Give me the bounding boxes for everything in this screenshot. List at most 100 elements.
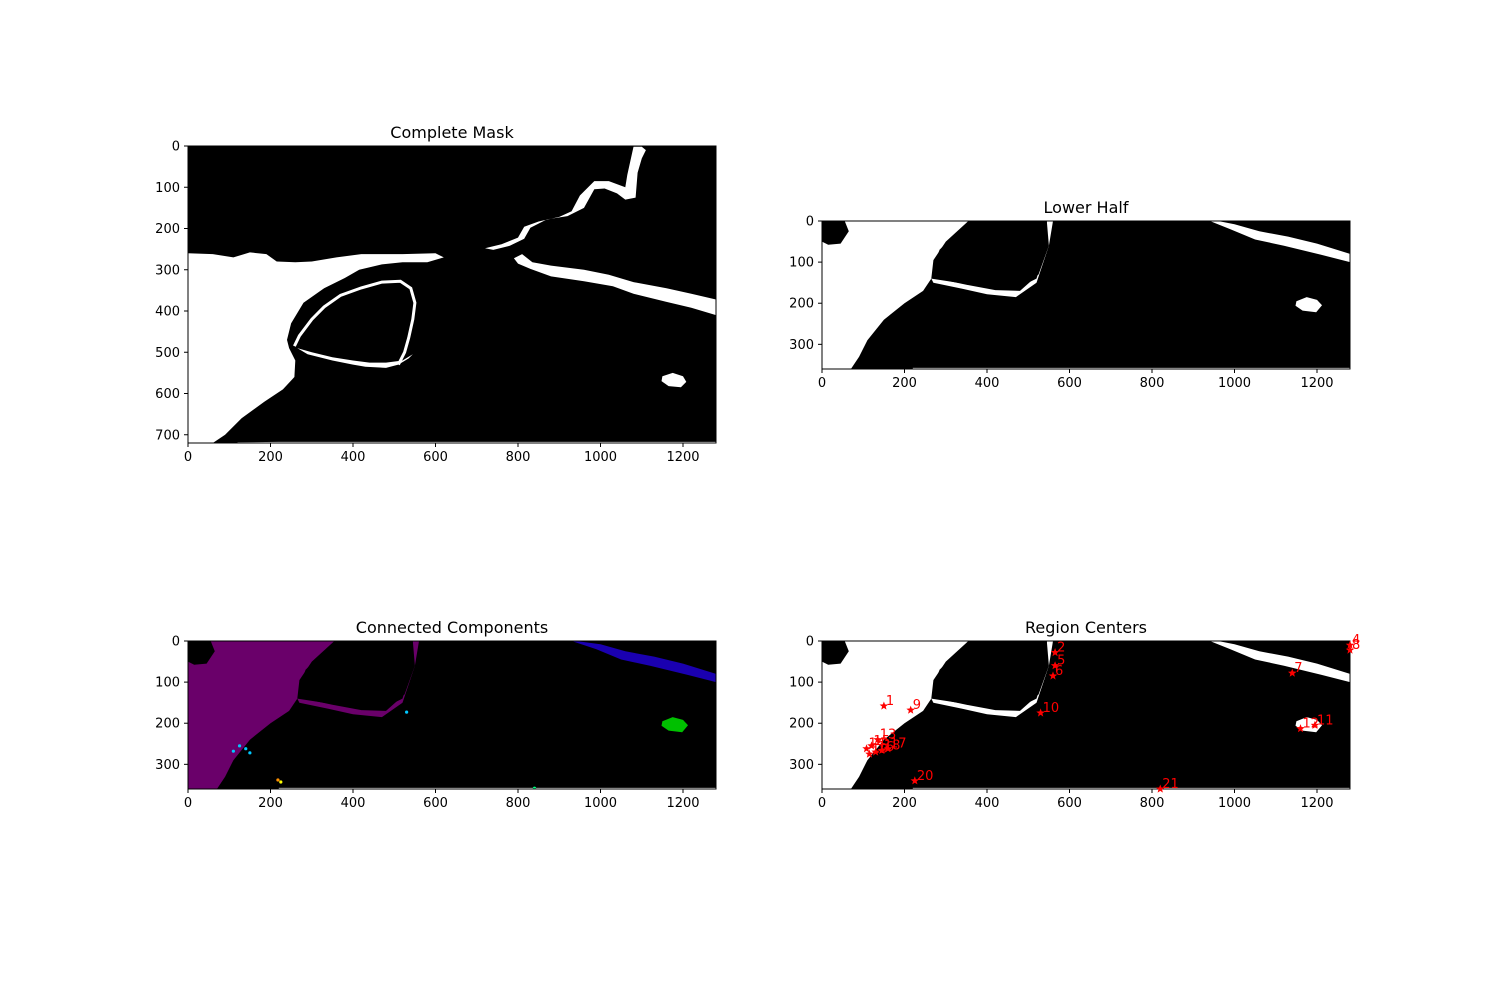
x-tick-label: 600 (1057, 796, 1082, 811)
y-tick-label: 500 (155, 346, 180, 361)
region-center-marker (862, 744, 871, 753)
region-center-label: 7 (1294, 661, 1302, 676)
component-speck (279, 780, 283, 784)
region-center-label: 1 (886, 694, 894, 709)
region-center-marker (1288, 668, 1297, 677)
region-center-marker (1345, 640, 1355, 649)
mask-region-lake-rim (297, 348, 413, 368)
panel-complete-mask: Complete Mask 0 200 400 600 800 1000 1200 0 100 20… (155, 123, 717, 465)
panel-title: Lower Half (1044, 198, 1129, 217)
y-tick-label: 100 (789, 256, 814, 271)
y-tick-label: 600 (155, 387, 180, 402)
y-tick-label: 100 (155, 181, 180, 196)
mask-region-left-water (822, 641, 969, 789)
x-tick-label: 800 (1140, 796, 1165, 811)
y-tick-label: 300 (789, 338, 814, 353)
region-center-marker (879, 701, 889, 710)
region-center-marker (871, 747, 880, 756)
x-tick-label: 400 (341, 450, 366, 465)
component-speck (244, 747, 248, 751)
component-speck (237, 744, 242, 748)
plot-area (822, 641, 1350, 789)
region-center-marker (906, 705, 915, 714)
background-region-inner-lake (933, 221, 1049, 291)
region-center-label: 15 (874, 734, 891, 749)
background-region-inner-lake (299, 641, 415, 711)
region-center-label: 10 (1043, 701, 1060, 716)
y-tick-label: 200 (155, 222, 180, 237)
region-center-marker (1036, 708, 1045, 717)
mask-region-channel-right (513, 254, 716, 316)
region-center-marker (1296, 724, 1305, 733)
mask-region-left-water (822, 221, 969, 369)
region-center-label: 18 (884, 738, 901, 753)
x-tick-label: 1200 (1300, 796, 1333, 811)
plot-area (188, 641, 716, 789)
y-tick-label: 0 (172, 635, 180, 650)
region-center-label: 12 (1303, 717, 1320, 732)
region-center-label: 17 (890, 737, 907, 752)
region-center-marker (910, 776, 920, 785)
x-tick-label: 800 (506, 450, 531, 465)
component-speck (532, 786, 537, 789)
region-center-label: 5 (1057, 654, 1065, 669)
region-center-marker (1050, 661, 1060, 670)
x-tick-label: 600 (423, 450, 448, 465)
background-region-top-left-island (822, 221, 849, 245)
component-speck (231, 749, 235, 753)
x-tick-label: 1000 (584, 796, 617, 811)
region-center-label: 6 (1055, 664, 1063, 679)
region-center-marker (1345, 645, 1355, 654)
y-tick-label: 100 (155, 676, 180, 691)
axes-frame (821, 640, 1351, 790)
region-center-label: 11 (1317, 713, 1334, 728)
y-tick-label: 200 (789, 717, 814, 732)
panel-lower-half: Lower Half 0 200 400 600 800 1000 1200 0 100 200 30… (789, 198, 1351, 391)
x-tick-label: 1000 (584, 450, 617, 465)
x-tick-label: 0 (818, 796, 826, 811)
region-center-marker (865, 749, 874, 758)
x-tick-label: 200 (258, 450, 283, 465)
component-speck (248, 751, 252, 755)
component-purple-component (188, 641, 335, 789)
y-tick-label: 700 (155, 428, 180, 443)
mask-region-upper-right-channel (1209, 221, 1350, 263)
y-tick-label: 300 (789, 758, 814, 773)
region-center-label: 4 (1352, 633, 1360, 648)
region-center-label: 19 (871, 742, 888, 757)
panel-title: Connected Components (356, 618, 548, 637)
y-tick-label: 400 (155, 305, 180, 320)
x-tick-label: 200 (892, 376, 917, 391)
axes-frame (187, 640, 717, 790)
y-tick-label: 0 (806, 215, 814, 230)
mask-region-upper-right-channel (1209, 641, 1350, 683)
component-speck (276, 778, 280, 782)
region-center-label: 13 (880, 728, 897, 743)
y-tick-label: 100 (789, 676, 814, 691)
y-tick-label: 300 (155, 758, 180, 773)
x-tick-label: 400 (975, 796, 1000, 811)
background-region-top-left-island (822, 641, 849, 665)
background-region-inner-lake (933, 641, 1049, 711)
x-tick-label: 400 (341, 796, 366, 811)
y-tick-label: 0 (172, 140, 180, 155)
region-center-label: 20 (917, 769, 934, 784)
region-center-marker (877, 745, 887, 754)
x-tick-label: 200 (892, 796, 917, 811)
axes-frame (187, 145, 717, 444)
y-tick-label: 200 (155, 717, 180, 732)
y-tick-label: 0 (806, 635, 814, 650)
x-tick-label: 800 (506, 796, 531, 811)
lake-rim-line (293, 279, 417, 366)
x-tick-label: 400 (975, 376, 1000, 391)
x-tick-label: 1200 (1300, 376, 1333, 391)
y-tick-label: 200 (789, 297, 814, 312)
region-center-marker (1156, 784, 1165, 793)
region-center-marker (873, 735, 882, 744)
x-tick-label: 1200 (666, 450, 699, 465)
region-center-marker (1050, 648, 1060, 657)
region-center-marker (1048, 671, 1058, 680)
